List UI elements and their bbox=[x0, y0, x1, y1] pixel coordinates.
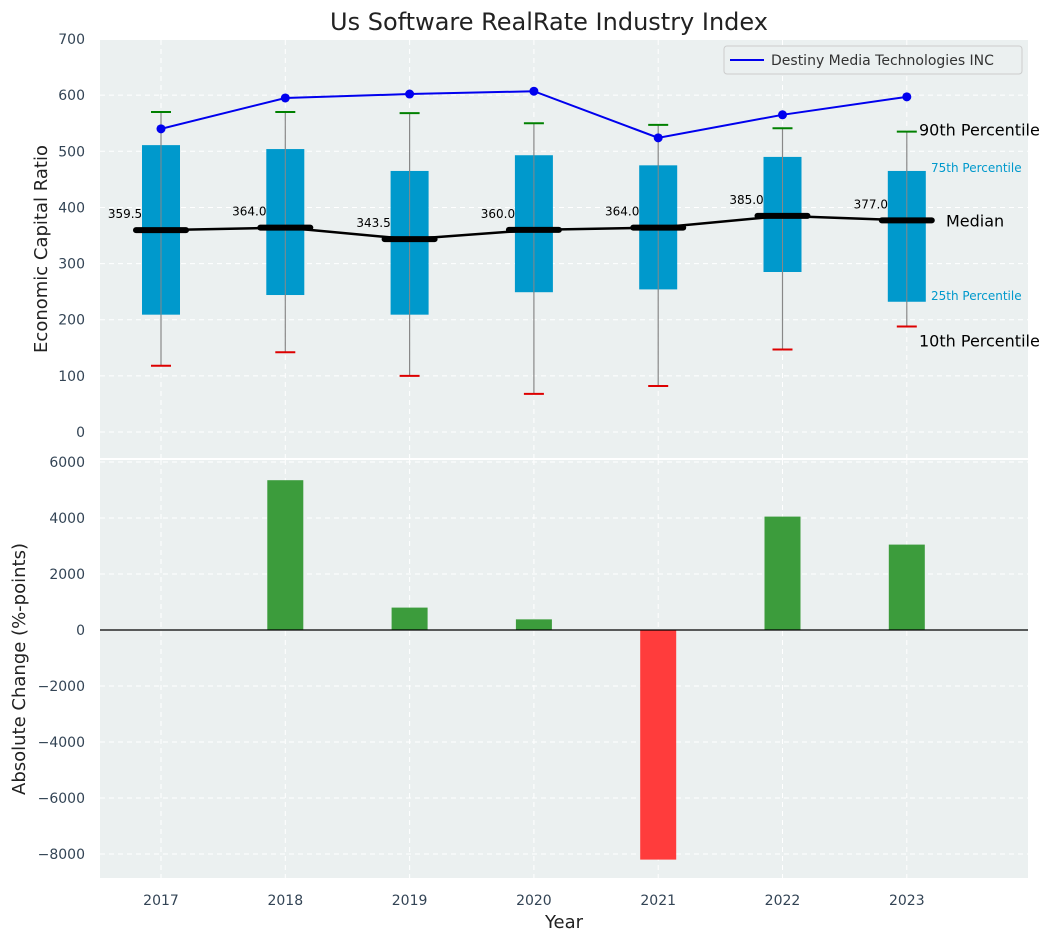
x-ticks: 2017 2018 2019 2020 2021 2022 2023 bbox=[143, 893, 924, 909]
x-tick-label: 2022 bbox=[765, 893, 801, 909]
change-bar bbox=[764, 516, 801, 630]
x-tick-label: 2021 bbox=[640, 893, 676, 909]
median-value-label: 385.0 bbox=[729, 193, 763, 207]
top-y-axis-label: Economic Capital Ratio bbox=[31, 145, 52, 353]
change-bar bbox=[640, 630, 677, 860]
legend-box bbox=[723, 45, 1023, 75]
company-point bbox=[529, 86, 539, 96]
bottom-y-ticks: −8000 −6000 −4000 −2000 0 2000 4000 6000 bbox=[38, 455, 85, 863]
bottom-y-tick-label: 4000 bbox=[49, 511, 85, 527]
median-line-group: 359.5 364.0 343.5 360.0 364.0 385.0 377.0 bbox=[108, 193, 935, 243]
median-value-label: 364.0 bbox=[232, 205, 266, 219]
bar-group bbox=[267, 480, 925, 860]
legend: Destiny Media Technologies INC bbox=[723, 45, 1023, 75]
median-value-label: 377.0 bbox=[854, 197, 888, 211]
annotation-median: Median bbox=[946, 211, 1004, 230]
company-series bbox=[156, 86, 912, 143]
top-y-tick-label: 400 bbox=[58, 200, 85, 216]
top-y-tick-label: 700 bbox=[58, 32, 85, 48]
median-value-label: 364.0 bbox=[605, 205, 639, 219]
top-y-tick-label: 500 bbox=[58, 144, 85, 160]
x-axis-label: Year bbox=[544, 912, 584, 933]
bottom-y-tick-label: 2000 bbox=[49, 567, 85, 583]
x-tick-label: 2018 bbox=[267, 893, 303, 909]
top-y-tick-label: 100 bbox=[58, 369, 85, 385]
change-bar bbox=[267, 480, 304, 630]
annotation-p25: 25th Percentile bbox=[931, 289, 1022, 303]
bottom-y-tick-label: 0 bbox=[76, 623, 85, 639]
x-tick-label: 2023 bbox=[889, 893, 925, 909]
top-y-ticks: 0 100 200 300 400 500 600 700 bbox=[58, 32, 85, 441]
median-value-label: 359.5 bbox=[108, 207, 142, 221]
change-bar bbox=[515, 619, 552, 630]
bottom-y-tick-label: −4000 bbox=[38, 735, 85, 751]
bottom-plot-area bbox=[100, 460, 1028, 878]
bottom-y-tick-label: −6000 bbox=[38, 791, 85, 807]
top-y-tick-label: 0 bbox=[76, 425, 85, 441]
company-point bbox=[778, 110, 787, 120]
x-tick-label: 2019 bbox=[392, 893, 428, 909]
annotation-p10: 10th Percentile bbox=[919, 331, 1040, 350]
company-point bbox=[156, 124, 166, 134]
company-point bbox=[405, 89, 415, 99]
top-plot-area bbox=[100, 40, 1028, 458]
top-y-tick-label: 300 bbox=[58, 257, 85, 273]
top-y-tick-label: 200 bbox=[58, 313, 85, 329]
bottom-y-tick-label: 6000 bbox=[49, 455, 85, 471]
x-tick-label: 2020 bbox=[516, 893, 552, 909]
x-tick-label: 2017 bbox=[143, 893, 179, 909]
median-value-label: 360.0 bbox=[481, 207, 515, 221]
top-y-tick-label: 600 bbox=[58, 88, 85, 104]
change-bar bbox=[888, 544, 925, 630]
company-point bbox=[280, 93, 290, 103]
bottom-y-tick-label: −2000 bbox=[38, 679, 85, 695]
bottom-y-tick-label: −8000 bbox=[38, 847, 85, 863]
bottom-y-axis-label: Absolute Change (%-points) bbox=[9, 543, 30, 795]
annotation-p75: 75th Percentile bbox=[931, 161, 1022, 175]
legend-entry-label: Destiny Media Technologies INC bbox=[771, 53, 994, 69]
change-bar bbox=[391, 607, 428, 630]
company-point bbox=[902, 92, 912, 102]
chart-title: Us Software RealRate Industry Index bbox=[330, 8, 768, 36]
annotation-p90: 90th Percentile bbox=[919, 121, 1040, 140]
company-point bbox=[653, 133, 663, 143]
median-value-label: 343.5 bbox=[356, 216, 390, 230]
